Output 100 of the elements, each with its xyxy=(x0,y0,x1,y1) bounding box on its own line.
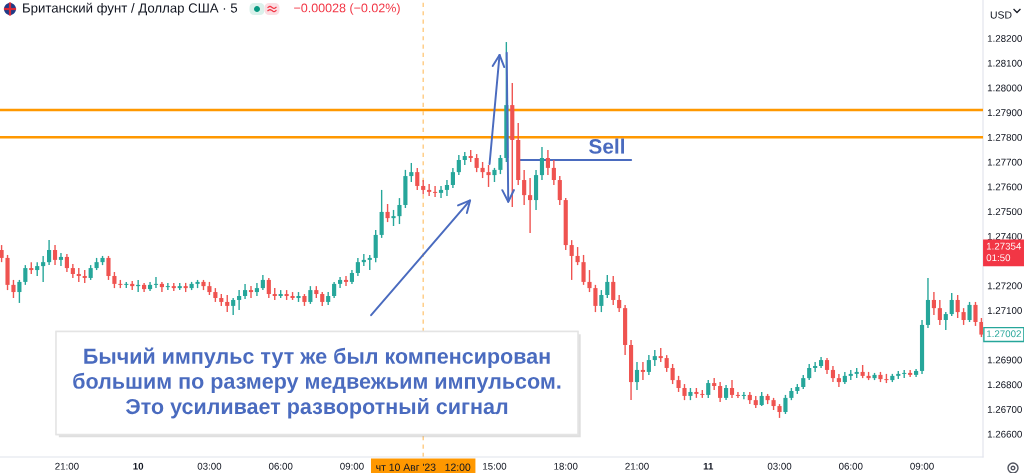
candlestick xyxy=(581,254,586,286)
candlestick xyxy=(836,373,841,388)
candlestick xyxy=(153,276,159,289)
candlestick xyxy=(165,282,170,291)
x-tick-label: 21:00 xyxy=(55,462,79,470)
x-tick-label: 03:00 xyxy=(767,462,792,470)
candlestick xyxy=(670,363,675,385)
annotation: Бычий импульс тут же был компенсирован большим по размеру медвежьим импульсом. Это усиливает разворотный сигнал xyxy=(73,347,561,419)
candlestick xyxy=(611,275,616,306)
candlestick xyxy=(783,394,788,415)
y-tick-label: 1.27100 xyxy=(987,307,1022,314)
candlestick xyxy=(979,317,983,338)
candlestick xyxy=(159,281,164,293)
candlestick xyxy=(545,149,550,176)
candlestick xyxy=(456,154,461,176)
y-tick-label: 1.27400 xyxy=(987,232,1022,240)
candlestick xyxy=(11,279,16,299)
y-tick-label: 1.28100 xyxy=(987,59,1022,67)
y-tick-label: 1.26900 xyxy=(987,356,1022,364)
candlestick xyxy=(444,179,450,197)
y-tick-label: 1.27700 xyxy=(987,158,1022,166)
ref-line-label: чт 10 Авг '23 12:00 xyxy=(376,463,471,471)
candlestick xyxy=(385,203,390,223)
candlestick xyxy=(735,391,741,399)
candlestick xyxy=(58,252,64,267)
candlestick xyxy=(415,167,420,191)
candlestick xyxy=(343,275,349,287)
candlestick xyxy=(908,369,913,378)
y-tick-label: 1.27900 xyxy=(987,109,1022,117)
candlestick xyxy=(106,255,111,281)
x-tick-label: 09:00 xyxy=(910,462,934,470)
candlestick xyxy=(427,183,432,197)
candlestick xyxy=(379,189,384,239)
candlestick xyxy=(438,185,444,199)
x-tick-label: 06:00 xyxy=(838,462,863,470)
x-tick-label: 11 xyxy=(703,462,714,470)
candlestick xyxy=(373,229,378,263)
candlestick xyxy=(973,301,978,327)
y-tick-label: 1.26700 xyxy=(987,406,1022,413)
x-tick-label: 21:00 xyxy=(625,462,649,470)
y-tick-label: 1.28200 xyxy=(987,35,1022,42)
candlestick xyxy=(557,175,562,206)
candlestick xyxy=(64,253,69,273)
text: 1.27354 01:50 xyxy=(986,242,1022,262)
candlestick xyxy=(41,255,46,283)
y-axis-title: USD xyxy=(990,11,1012,19)
candlestick xyxy=(23,264,28,286)
candlestick xyxy=(575,246,580,266)
candlestick xyxy=(551,159,556,186)
candlestick xyxy=(587,269,592,293)
candlestick xyxy=(433,185,438,198)
candlestick xyxy=(47,239,52,266)
candlestick xyxy=(355,257,360,277)
annotation: 1.27002 xyxy=(987,330,1021,338)
candlestick xyxy=(231,297,236,316)
candlestick xyxy=(337,276,343,289)
candlestick xyxy=(955,294,960,319)
candlestick xyxy=(266,277,271,299)
y-tick-label: 1.26600 xyxy=(987,430,1022,438)
chart-subtitle: −0.00028 (−0.02%) xyxy=(294,3,400,15)
candlestick xyxy=(605,274,610,299)
chart-title: Британский фунт / Доллар США · 5 xyxy=(23,2,238,16)
candlestick xyxy=(539,146,545,181)
candlestick xyxy=(640,361,646,381)
candlestick xyxy=(646,354,651,376)
candlestick xyxy=(522,169,527,206)
candlestick xyxy=(248,285,254,299)
candlestick xyxy=(931,291,936,316)
candlestick xyxy=(17,279,22,304)
candlestick xyxy=(397,197,402,225)
candlestick xyxy=(52,244,58,266)
candlestick xyxy=(949,292,954,317)
candlestick xyxy=(409,162,414,183)
x-tick-label: 15:00 xyxy=(483,462,507,470)
candlestick xyxy=(593,284,598,313)
y-tick-label: 1.27600 xyxy=(987,183,1022,191)
candlestick xyxy=(718,381,723,403)
candlestick xyxy=(967,301,972,323)
candlestick xyxy=(569,239,574,281)
y-tick-label: 1.27200 xyxy=(987,282,1022,290)
candlestick xyxy=(599,289,604,313)
x-tick-label: 09:00 xyxy=(340,462,364,470)
x-tick-label: 10 xyxy=(133,462,144,470)
candlestick xyxy=(486,164,491,188)
candlestick xyxy=(237,289,242,311)
y-tick-label: 1.27800 xyxy=(987,133,1022,141)
x-tick-label: 06:00 xyxy=(268,462,293,470)
series-label: Sell xyxy=(589,138,625,154)
candlestick xyxy=(450,167,455,189)
candlestick xyxy=(474,153,479,173)
y-tick-label: 1.28000 xyxy=(987,84,1022,92)
candlestick xyxy=(498,154,503,175)
candlestick xyxy=(937,299,942,326)
candlestick xyxy=(712,377,717,391)
y-tick-label: 1.26800 xyxy=(987,381,1022,389)
candlestick xyxy=(254,282,260,297)
candlestick xyxy=(528,177,533,234)
candlestick xyxy=(813,361,818,373)
x-tick-label: 18:00 xyxy=(554,462,578,470)
candlestick xyxy=(741,391,746,400)
